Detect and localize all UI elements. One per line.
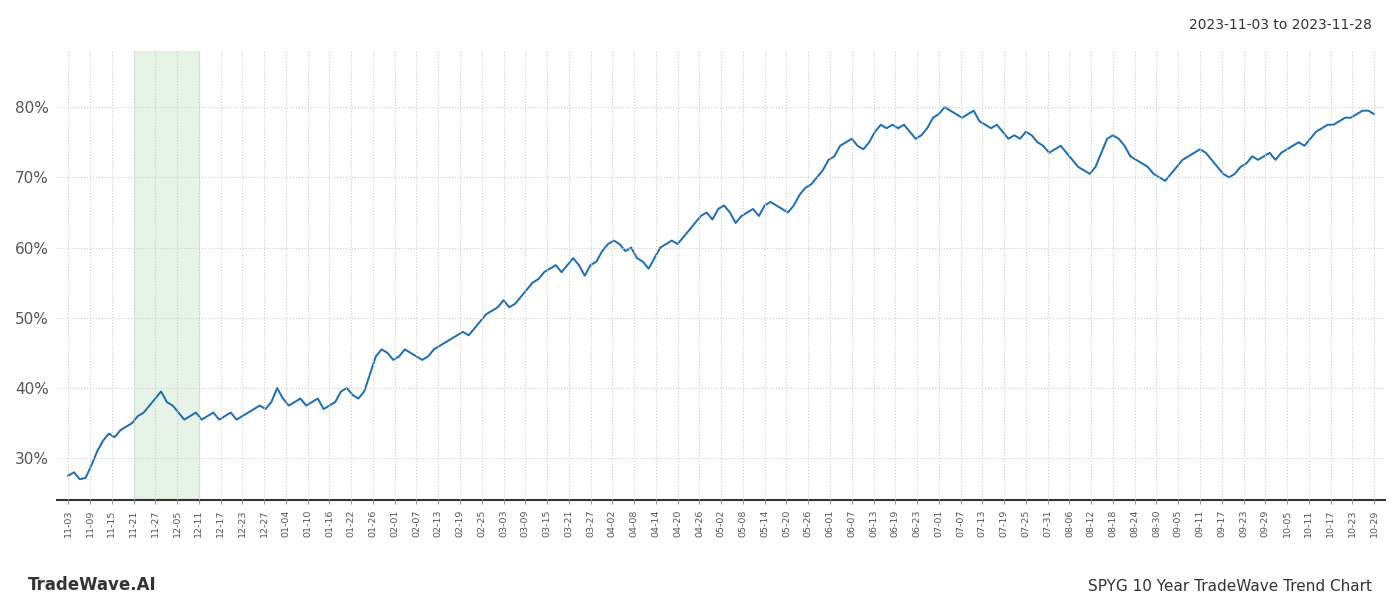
- Text: 2023-11-03 to 2023-11-28: 2023-11-03 to 2023-11-28: [1189, 18, 1372, 32]
- Text: TradeWave.AI: TradeWave.AI: [28, 576, 157, 594]
- Bar: [133, 51, 199, 500]
- Text: SPYG 10 Year TradeWave Trend Chart: SPYG 10 Year TradeWave Trend Chart: [1088, 579, 1372, 594]
